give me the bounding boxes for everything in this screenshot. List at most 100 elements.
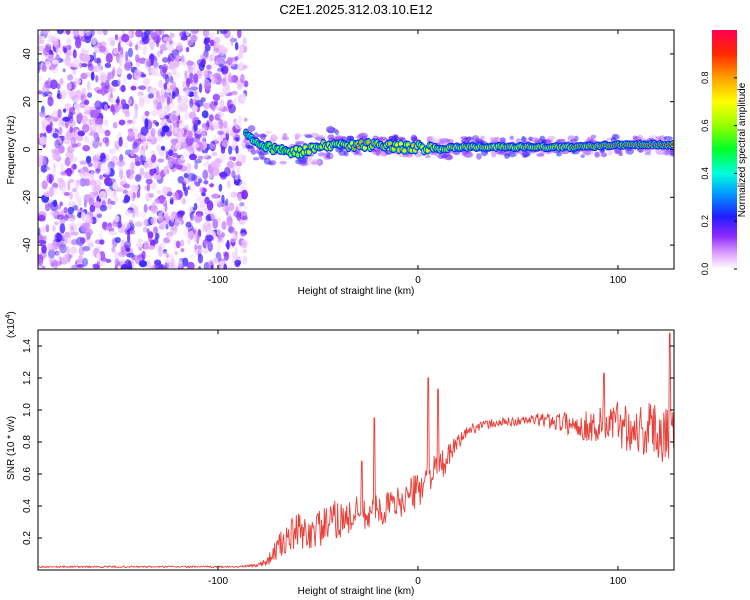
noise-speckle — [176, 41, 183, 50]
chart-title: C2E1.2025.312.03.10.E12 — [279, 2, 432, 17]
noise-speckle — [168, 254, 175, 262]
noise-speckle — [193, 61, 197, 69]
noise-speckle — [146, 183, 151, 192]
noise-speckle — [42, 30, 51, 34]
ridge-halo — [279, 160, 288, 165]
noise-speckle — [143, 204, 148, 213]
noise-speckle — [70, 246, 77, 255]
ridge-halo — [504, 152, 510, 159]
noise-speckle — [66, 38, 72, 45]
noise-speckle — [114, 140, 120, 150]
noise-speckle — [240, 73, 245, 84]
ridge-halo — [601, 152, 608, 158]
noise-speckle — [121, 104, 126, 110]
noise-speckle — [151, 181, 157, 191]
noise-speckle — [159, 194, 165, 204]
noise-speckle — [181, 198, 187, 205]
noise-speckle — [136, 243, 143, 248]
noise-speckle — [192, 116, 200, 127]
noise-speckle — [165, 258, 170, 264]
noise-speckle — [156, 34, 160, 45]
noise-speckle — [200, 53, 209, 60]
noise-speckle — [140, 126, 149, 136]
noise-speckle — [87, 162, 93, 167]
noise-speckle — [187, 172, 196, 182]
noise-speckle — [91, 216, 97, 225]
noise-speckle — [203, 102, 209, 110]
noise-speckle — [95, 184, 101, 192]
noise-speckle — [66, 62, 75, 68]
noise-speckle — [222, 205, 230, 213]
noise-speckle — [52, 199, 58, 207]
noise-speckle — [88, 242, 95, 248]
noise-speckle — [189, 211, 195, 221]
ridge-halo — [509, 135, 514, 141]
noise-speckle — [110, 104, 115, 112]
noise-speckle — [64, 214, 69, 221]
noise-speckle — [119, 169, 124, 180]
noise-speckle — [45, 54, 55, 61]
ridge-halo — [334, 129, 340, 136]
noise-speckle — [193, 73, 199, 84]
noise-speckle — [211, 193, 220, 199]
noise-speckle — [125, 51, 129, 62]
ridge-halo — [426, 135, 436, 143]
noise-speckle — [179, 137, 185, 143]
ridge-halo — [375, 149, 381, 157]
noise-speckle — [234, 246, 238, 257]
noise-speckle — [185, 46, 190, 53]
noise-speckle — [186, 59, 192, 70]
noise-speckle — [207, 241, 213, 252]
noise-speckle — [122, 175, 127, 184]
noise-speckle — [80, 211, 87, 222]
ridge-halo — [263, 157, 271, 165]
noise-speckle — [58, 145, 65, 154]
noise-speckle — [116, 104, 121, 113]
y-tick-label: -40 — [22, 237, 33, 252]
noise-speckle — [181, 95, 186, 103]
ridge-halo — [395, 136, 406, 141]
noise-speckle — [193, 202, 198, 211]
noise-speckle — [55, 46, 61, 54]
noise-speckle — [69, 90, 78, 100]
noise-speckle — [150, 150, 156, 155]
noise-speckle — [75, 135, 84, 142]
noise-speckle — [111, 155, 119, 162]
noise-speckle — [218, 171, 228, 178]
noise-speckle — [237, 193, 243, 202]
ridge-halo — [356, 134, 366, 141]
noise-speckle — [81, 49, 90, 55]
noise-speckle — [172, 191, 180, 201]
noise-speckle — [161, 251, 170, 257]
noise-speckle — [169, 32, 175, 38]
noise-speckle — [214, 106, 223, 111]
noise-speckle — [97, 260, 106, 267]
noise-speckle — [83, 135, 89, 143]
noise-speckle — [108, 148, 116, 155]
noise-speckle — [197, 205, 205, 212]
noise-speckle — [158, 150, 165, 157]
noise-speckle — [80, 72, 88, 80]
noise-speckle — [96, 213, 103, 219]
noise-speckle — [182, 133, 186, 138]
noise-speckle — [69, 126, 74, 133]
exponent-close: ) — [6, 311, 17, 314]
noise-speckle — [74, 78, 82, 85]
noise-speckle — [192, 136, 201, 143]
noise-speckle — [40, 164, 48, 173]
noise-speckle — [106, 203, 113, 210]
noise-speckle — [68, 229, 73, 238]
noise-speckle — [174, 250, 178, 256]
noise-speckle — [131, 184, 140, 192]
noise-speckle — [50, 262, 54, 268]
noise-speckle — [221, 220, 227, 230]
noise-speckle — [157, 108, 166, 119]
noise-speckle — [203, 221, 209, 226]
noise-speckle — [172, 152, 179, 158]
ridge-core — [670, 142, 674, 146]
noise-speckle — [235, 160, 243, 167]
noise-speckle — [218, 183, 223, 192]
noise-speckle — [112, 181, 119, 191]
ridge-halo — [461, 151, 467, 157]
noise-speckle — [131, 208, 136, 219]
